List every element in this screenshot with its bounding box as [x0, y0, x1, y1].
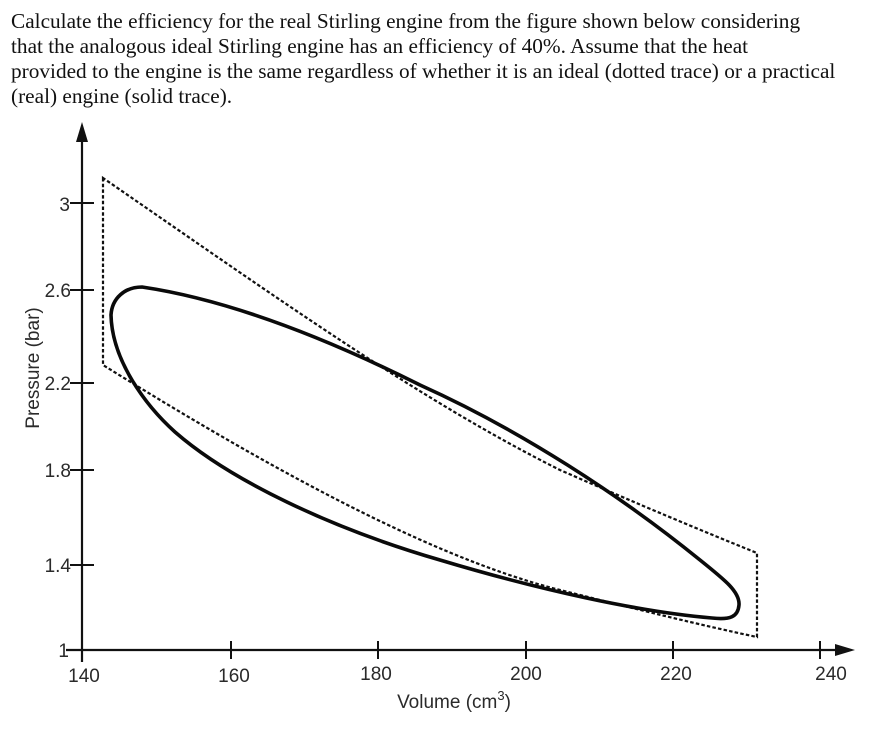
y-tick-label: 3: [59, 195, 70, 216]
x-tick-label: 160: [218, 666, 250, 687]
question-text: Calculate the efficiency for the real St…: [11, 9, 891, 109]
y-tick-label: 2.6: [45, 281, 71, 302]
question-line-3: provided to the engine is the same regar…: [11, 59, 836, 83]
x-tick-label: 240: [815, 664, 847, 685]
x-axis-arrow-icon: [835, 644, 855, 656]
ideal-cycle-dotted-trace: [101, 175, 759, 639]
y-tick-label: 1: [58, 641, 69, 662]
y-tick-label: 1.8: [45, 461, 71, 482]
x-tick-label: 180: [360, 664, 392, 685]
y-tick-label: 1.4: [45, 556, 72, 577]
y-axis: 1 1.4 1.8 2.2 2.6 3 Pressure (bar): [23, 122, 94, 662]
y-axis-title: Pressure (bar): [23, 307, 44, 428]
question-line-2: that the analogous ideal Stirling engine…: [11, 34, 749, 58]
question-line-1: Calculate the efficiency for the real St…: [11, 9, 801, 33]
y-tick-label: 2.2: [45, 374, 71, 395]
x-tick-label: 140: [68, 666, 100, 687]
x-tick-label: 220: [660, 664, 692, 685]
x-tick-label: 200: [510, 664, 542, 685]
question-line-4: (real) engine (solid trace).: [11, 84, 233, 108]
y-axis-arrow-icon: [76, 122, 88, 142]
x-axis-title: Volume (cm3): [397, 688, 511, 713]
real-cycle-solid-trace: [109, 285, 741, 621]
x-axis: 140 160 180 200 220 240 Volume (cm3): [66, 641, 855, 713]
